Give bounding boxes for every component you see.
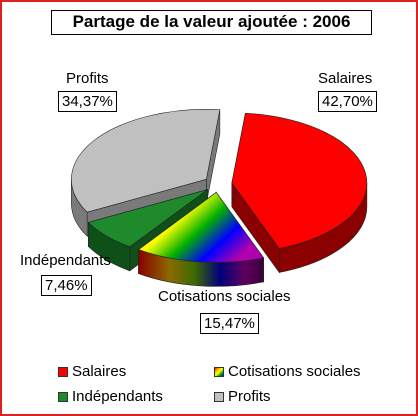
pie-slice-top-cotisations-sociales <box>137 191 265 263</box>
slice-label-salaires: Salaires <box>318 70 373 87</box>
slice-value-cotisations: 15,47% <box>200 313 259 334</box>
slice-value-salaires: 42,70% <box>318 91 377 112</box>
slice-value-independants: 7,46% <box>41 275 92 296</box>
slice-label-profits: Profits <box>66 70 109 87</box>
pie-slice-cotisations-sociales <box>137 191 265 287</box>
legend-item-independants: Indépendants <box>58 388 163 405</box>
pie-slice-top-profits <box>71 109 221 213</box>
legend-label-profits: Profits <box>228 388 271 405</box>
legend-swatch-independants <box>58 391 68 402</box>
legend-swatch-cotisations <box>214 366 224 377</box>
legend-item-cotisations: Cotisations sociales <box>214 363 361 380</box>
legend-swatch-profits <box>214 391 224 402</box>
slice-label-cotisations: Cotisations sociales <box>158 288 291 305</box>
chart-title: Partage de la valeur ajoutée : 2006 <box>51 10 372 35</box>
pie-slice-salaires <box>231 112 368 274</box>
slice-label-independants: Indépendants <box>20 252 111 269</box>
pie-slice-top-salaires <box>231 112 368 249</box>
legend-swatch-salaires <box>58 366 68 377</box>
legend-label-cotisations: Cotisations sociales <box>228 363 361 380</box>
slice-value-profits: 34,37% <box>58 91 117 112</box>
legend-label-salaires: Salaires <box>72 363 127 380</box>
legend-label-independants: Indépendants <box>72 388 163 405</box>
legend-item-salaires: Salaires <box>58 363 126 380</box>
legend-item-profits: Profits <box>214 388 271 405</box>
pie-slice-top-independants <box>87 189 208 248</box>
